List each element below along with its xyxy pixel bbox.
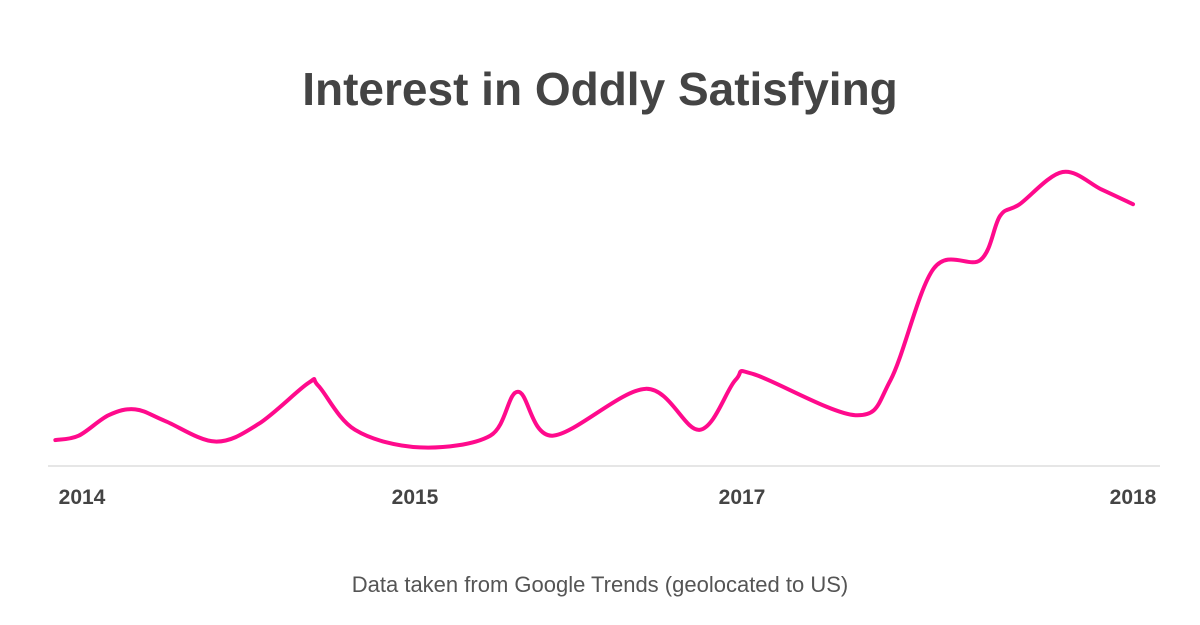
x-tick-label: 2015 (392, 486, 439, 509)
x-tick-label: 2018 (1110, 486, 1157, 509)
x-tick-label: 2014 (59, 486, 106, 509)
x-tick-label: 2017 (719, 486, 766, 509)
chart-subtitle: Data taken from Google Trends (geolocate… (351, 572, 849, 597)
series-line (53, 169, 1135, 450)
chart-title: Interest in Oddly Satisfying (302, 63, 898, 115)
